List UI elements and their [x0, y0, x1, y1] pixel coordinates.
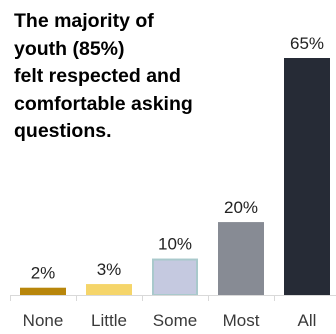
category-label-most: Most: [223, 311, 260, 330]
value-label-some: 10%: [158, 235, 192, 254]
bar-none: [20, 287, 66, 295]
axis-group: [10, 295, 336, 301]
chart-title-line-4: comfortable asking: [14, 92, 193, 115]
chart-title: The majority of youth (85%) felt respect…: [14, 8, 254, 146]
value-label-none: 2%: [31, 264, 56, 283]
value-label-little: 3%: [97, 260, 122, 279]
bar-all: [284, 58, 330, 295]
bar-little: [86, 284, 132, 295]
bars-group: [20, 58, 330, 296]
bar-some: [152, 258, 198, 296]
bar-most: [218, 222, 264, 295]
labels-group: 2% None 3% Little 10% Some 20% Most 65% All: [23, 34, 324, 330]
category-label-none: None: [23, 311, 64, 330]
chart-title-line-2: youth (85%): [14, 37, 125, 60]
chart-title-line-1: The majority of: [14, 10, 154, 32]
category-label-some: Some: [153, 311, 197, 330]
category-label-little: Little: [91, 311, 127, 330]
category-label-all: All: [298, 311, 317, 330]
chart-title-line-5: questions.: [14, 120, 112, 142]
value-label-all: 65%: [290, 34, 324, 53]
value-label-most: 20%: [224, 198, 258, 217]
chart-title-line-3: felt respected and: [14, 65, 181, 87]
